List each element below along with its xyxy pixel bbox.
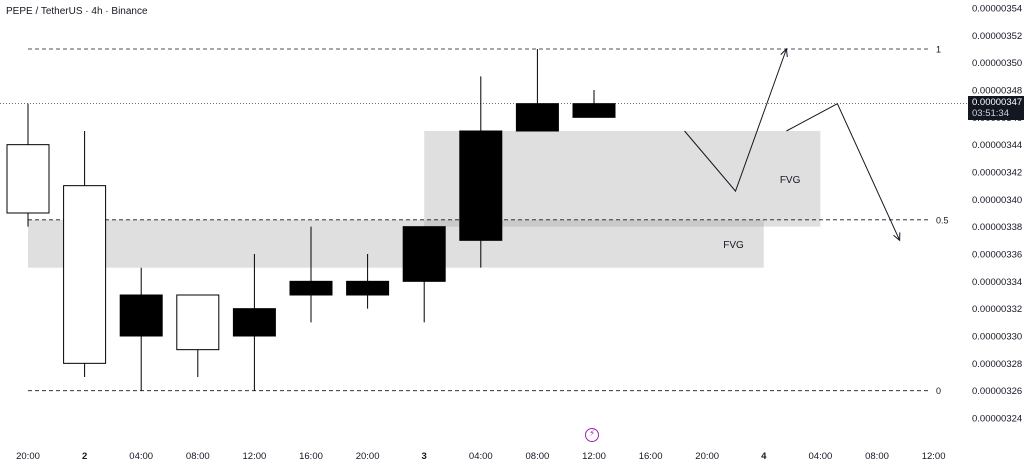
x-tick-label: 04:00	[809, 451, 833, 462]
y-tick-label: 0.00000338	[972, 222, 1022, 233]
x-tick-label: 2	[82, 451, 87, 462]
y-tick-label: 0.00000326	[972, 386, 1022, 397]
price-axis: 0.00000354 0.00000352 0.00000350 0.00000348…	[972, 4, 1022, 425]
candle-body	[289, 280, 333, 296]
fib-label: 0.5	[936, 215, 949, 225]
arrowhead	[893, 232, 901, 242]
candle-body	[459, 130, 503, 241]
candle-body	[572, 103, 616, 118]
fib-label: 0	[936, 386, 941, 396]
x-tick-label: 16:00	[299, 451, 323, 462]
x-tick-label: 12:00	[243, 451, 267, 462]
candle	[232, 254, 276, 391]
x-tick-label: 04:00	[129, 451, 153, 462]
y-tick-label: 0.00000340	[972, 195, 1022, 206]
candle-body	[119, 294, 163, 337]
x-tick-label: 3	[422, 451, 427, 462]
fvg-label: FVG	[723, 240, 744, 251]
y-tick-label: 0.00000354	[972, 4, 1022, 15]
lightning-bolt-icon[interactable]: ⚡	[585, 428, 599, 442]
y-tick-label: 0.00000348	[972, 86, 1022, 97]
candle	[289, 226, 333, 323]
x-tick-label: 08:00	[526, 451, 550, 462]
x-tick-label: 12:00	[582, 451, 606, 462]
candle-body	[232, 308, 276, 337]
candle-body	[515, 103, 559, 132]
y-tick-label: 0.00000352	[972, 31, 1022, 42]
candle	[346, 254, 390, 309]
candle	[176, 294, 220, 377]
candle-body	[346, 280, 390, 296]
y-tick-label: 0.00000330	[972, 332, 1022, 343]
fib-label: 1	[936, 45, 941, 55]
fvg-label: FVG	[780, 175, 801, 186]
x-tick-label: 12:00	[922, 451, 946, 462]
projection-path	[684, 48, 787, 193]
x-tick-label: 20:00	[695, 451, 719, 462]
y-tick-label: 0.00000324	[972, 414, 1022, 425]
y-tick-label: 0.00000336	[972, 250, 1022, 261]
x-tick-label: 4	[761, 451, 767, 462]
candle-body	[402, 226, 446, 282]
bar-countdown: 03:51:34	[972, 108, 1009, 119]
candle	[515, 49, 559, 132]
candle-body	[6, 144, 50, 214]
y-tick-label: 0.00000344	[972, 140, 1022, 151]
candle	[572, 90, 616, 118]
y-tick-label: 0.00000334	[972, 277, 1022, 288]
x-tick-label: 04:00	[469, 451, 493, 462]
candle	[63, 131, 107, 377]
candle-body	[176, 294, 220, 351]
projection-path	[786, 102, 901, 241]
fvg-overlap	[424, 219, 764, 227]
x-tick-label: 16:00	[639, 451, 663, 462]
y-tick-label: 0.00000350	[972, 58, 1022, 69]
y-tick-label: 0.00000332	[972, 304, 1022, 315]
candle	[402, 226, 446, 323]
candle	[6, 103, 50, 227]
y-tick-label: 0.00000328	[972, 359, 1022, 370]
arrowhead	[780, 47, 788, 58]
x-tick-label: 08:00	[186, 451, 210, 462]
candle-body	[63, 185, 107, 364]
projection-paths	[684, 47, 901, 242]
candles	[6, 49, 616, 391]
time-axis: 20:00 2 04:00 08:00 12:00 16:00 20:00 3 04:00 08:…	[16, 451, 945, 462]
current-price-value: 0.00000347	[972, 97, 1023, 108]
candle	[459, 76, 503, 268]
y-tick-label: 0.00000342	[972, 168, 1022, 179]
x-tick-label: 08:00	[865, 451, 889, 462]
fvg-zone	[28, 219, 764, 268]
x-tick-label: 20:00	[356, 451, 380, 462]
current-price-tag: 0.00000347 03:51:34	[968, 96, 1024, 120]
candle	[119, 267, 163, 391]
chart-title: PEPE / TetherUS · 4h · Binance	[6, 6, 148, 17]
x-tick-label: 20:00	[16, 451, 40, 462]
